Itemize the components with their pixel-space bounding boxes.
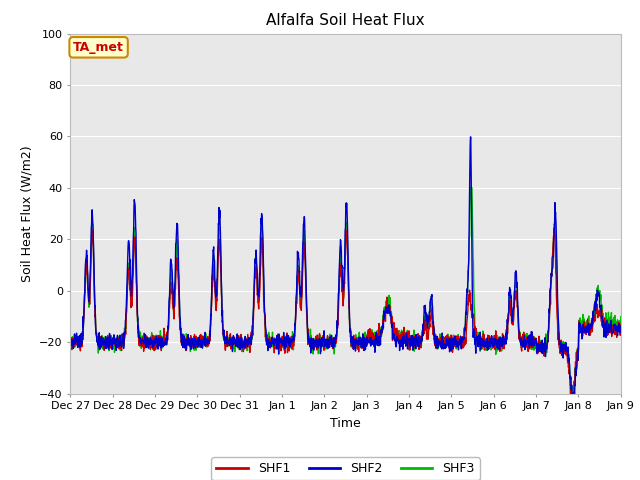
SHF1 (536, 349, 544, 355)
SHF1 (550, 225, 558, 231)
SHF3 (67, 342, 74, 348)
Title: Alfalfa Soil Heat Flux: Alfalfa Soil Heat Flux (266, 13, 425, 28)
SHF3 (354, 340, 362, 346)
SHF2 (537, 348, 545, 354)
SHF2 (239, 344, 247, 349)
SHF1 (354, 343, 362, 348)
X-axis label: Time: Time (330, 417, 361, 430)
SHF1 (246, 339, 254, 345)
SHF2 (568, 391, 576, 396)
SHF3 (537, 347, 545, 352)
SHF2 (67, 337, 74, 343)
Y-axis label: Soil Heat Flux (W/m2): Soil Heat Flux (W/m2) (20, 145, 34, 282)
SHF3 (239, 337, 247, 343)
SHF3 (230, 341, 238, 347)
SHF1 (239, 339, 247, 345)
SHF3 (569, 391, 577, 396)
Text: TA_met: TA_met (73, 41, 124, 54)
SHF3 (617, 314, 625, 320)
SHF1 (67, 338, 74, 344)
SHF1 (566, 391, 574, 396)
SHF1 (612, 325, 620, 331)
SHF2 (617, 323, 625, 329)
SHF3 (467, 184, 475, 190)
SHF3 (612, 326, 620, 332)
SHF3 (246, 345, 254, 350)
SHF2 (230, 335, 238, 340)
SHF1 (230, 335, 238, 341)
SHF2 (467, 134, 474, 140)
Line: SHF2: SHF2 (70, 137, 621, 394)
SHF1 (617, 327, 625, 333)
Legend: SHF1, SHF2, SHF3: SHF1, SHF2, SHF3 (211, 457, 480, 480)
SHF2 (246, 338, 254, 344)
SHF2 (354, 337, 362, 343)
SHF2 (612, 327, 620, 333)
Line: SHF1: SHF1 (70, 228, 621, 394)
Line: SHF3: SHF3 (70, 187, 621, 394)
